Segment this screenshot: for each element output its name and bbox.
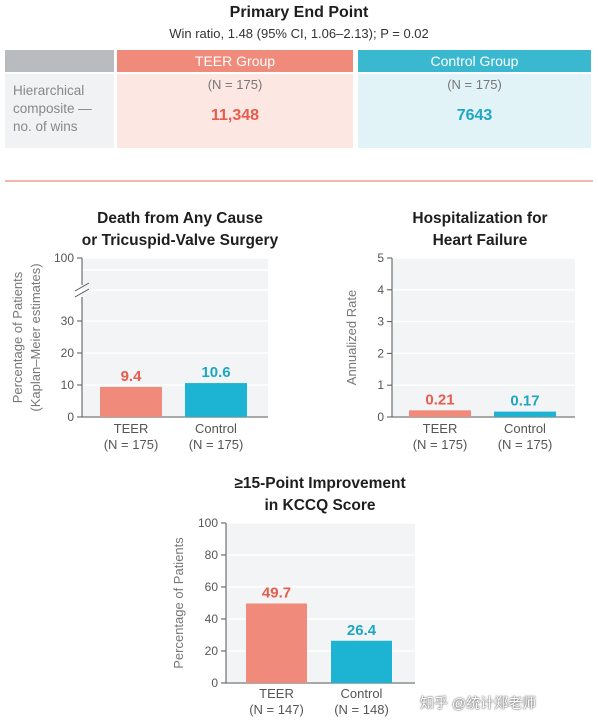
teer-wins: 11,348 <box>210 107 260 124</box>
chart-2-category-label: TEER <box>423 421 458 436</box>
chart-2-category-sublabel: (N = 175) <box>498 437 553 452</box>
chart-1-tick-label: 10 <box>61 378 75 392</box>
chart-1-category-sublabel: (N = 175) <box>104 437 159 452</box>
chart-3-value-label: 49.7 <box>262 584 291 601</box>
chart-1-category-sublabel: (N = 175) <box>189 437 244 452</box>
chart-1-y-axis-label: (Kaplan–Meier estimates) <box>28 263 43 411</box>
chart-2-tick-label: 0 <box>377 410 384 424</box>
chart-2-value-label: 0.17 <box>510 393 539 410</box>
chart-3-tick-label: 60 <box>205 580 219 594</box>
chart-2-tick-label: 3 <box>377 315 384 329</box>
chart-1-y-axis-label: Percentage of Patients <box>10 271 25 403</box>
watermark: 知乎 @统计郑老师 <box>420 695 537 711</box>
chart-1-bar-control <box>185 383 247 417</box>
chart-3-title-line: in KCCQ Score <box>264 497 376 514</box>
chart-1-category-label: TEER <box>114 421 149 436</box>
chart-1-value-label: 10.6 <box>201 364 230 381</box>
chart-2-title: Hospitalization for Heart Failure <box>370 208 590 252</box>
chart-2-bar-teer <box>409 410 471 417</box>
row-label-cell <box>5 74 114 148</box>
chart-1-category-label: Control <box>195 421 237 436</box>
teer-cell <box>117 74 353 148</box>
primary-endpoint-title: Primary End Point <box>229 4 369 21</box>
chart-1-tick-label: 30 <box>61 314 75 328</box>
control-group-header: Control Group <box>358 50 591 72</box>
chart-3-bar-teer <box>246 603 307 683</box>
row-label-line: Hierarchical <box>13 83 85 98</box>
chart-3-tick-label: 20 <box>205 644 219 658</box>
chart-2-bar-control <box>494 411 556 417</box>
teer-n: (N = 175) <box>207 77 263 92</box>
chart-2-value-label: 0.21 <box>425 391 454 408</box>
chart-2-title-line: Heart Failure <box>432 232 528 249</box>
chart-2-category-label: Control <box>504 421 546 436</box>
chart-3-tick-label: 100 <box>198 516 218 530</box>
row-header-blank <box>5 50 114 72</box>
chart-2-title-line: Hospitalization for <box>412 210 548 227</box>
chart-3-bar-control <box>331 640 392 683</box>
chart-3-category-label: Control <box>341 686 383 701</box>
chart-3-category-label: TEER <box>259 686 294 701</box>
control-cell <box>358 74 591 148</box>
chart-1-tick-label: 20 <box>61 346 75 360</box>
chart-2-tick-label: 4 <box>377 283 384 297</box>
teer-group-header: TEER Group <box>117 50 353 72</box>
chart-1-title: Death from Any Cause or Tricuspid-Valve … <box>40 208 320 252</box>
chart-2-tick-label: 1 <box>377 378 384 392</box>
chart-1-value-label: 9.4 <box>121 368 143 385</box>
chart-3-y-axis-label: Percentage of Patients <box>171 537 186 669</box>
chart-3-tick-label: 0 <box>211 676 218 690</box>
chart-1-title-line: or Tricuspid-Valve Surgery <box>81 232 279 249</box>
chart-3-category-sublabel: (N = 148) <box>334 702 389 717</box>
chart-1-tick-label: 0 <box>67 410 74 424</box>
chart-2-tick-label: 5 <box>377 251 384 265</box>
chart-2-category-sublabel: (N = 175) <box>413 437 468 452</box>
chart-3-value-label: 26.4 <box>347 622 377 639</box>
chart-3-tick-label: 80 <box>205 548 219 562</box>
chart-1-axis-break <box>74 282 90 298</box>
chart-3-title-line: ≥15-Point Improvement <box>234 475 406 492</box>
row-label: Hierarchical composite — no. of wins <box>13 82 113 136</box>
chart-3-title: ≥15-Point Improvement in KCCQ Score <box>170 473 470 517</box>
chart-2-plot-area <box>392 258 575 417</box>
chart-1-bar-teer <box>100 386 162 417</box>
row-label-line: no. of wins <box>13 119 78 134</box>
chart-2-tick-label: 2 <box>377 346 384 360</box>
control-n: (N = 175) <box>447 77 502 92</box>
section-divider <box>5 180 593 182</box>
chart-1-tick-label: 100 <box>54 251 74 265</box>
chart-1-title-line: Death from Any Cause <box>97 210 263 227</box>
chart-3-category-sublabel: (N = 147) <box>249 702 304 717</box>
control-wins: 7643 <box>456 107 493 124</box>
chart-2-y-axis-label: Annualized Rate <box>344 290 359 385</box>
primary-endpoint-table: TEER Group Control Group Hierarchical co… <box>5 50 591 148</box>
win-ratio-subtitle: Win ratio, 1.48 (95% CI, 1.06–2.13); P =… <box>169 26 429 41</box>
chart-3-tick-label: 40 <box>205 612 219 626</box>
row-label-line: composite — <box>13 101 92 116</box>
